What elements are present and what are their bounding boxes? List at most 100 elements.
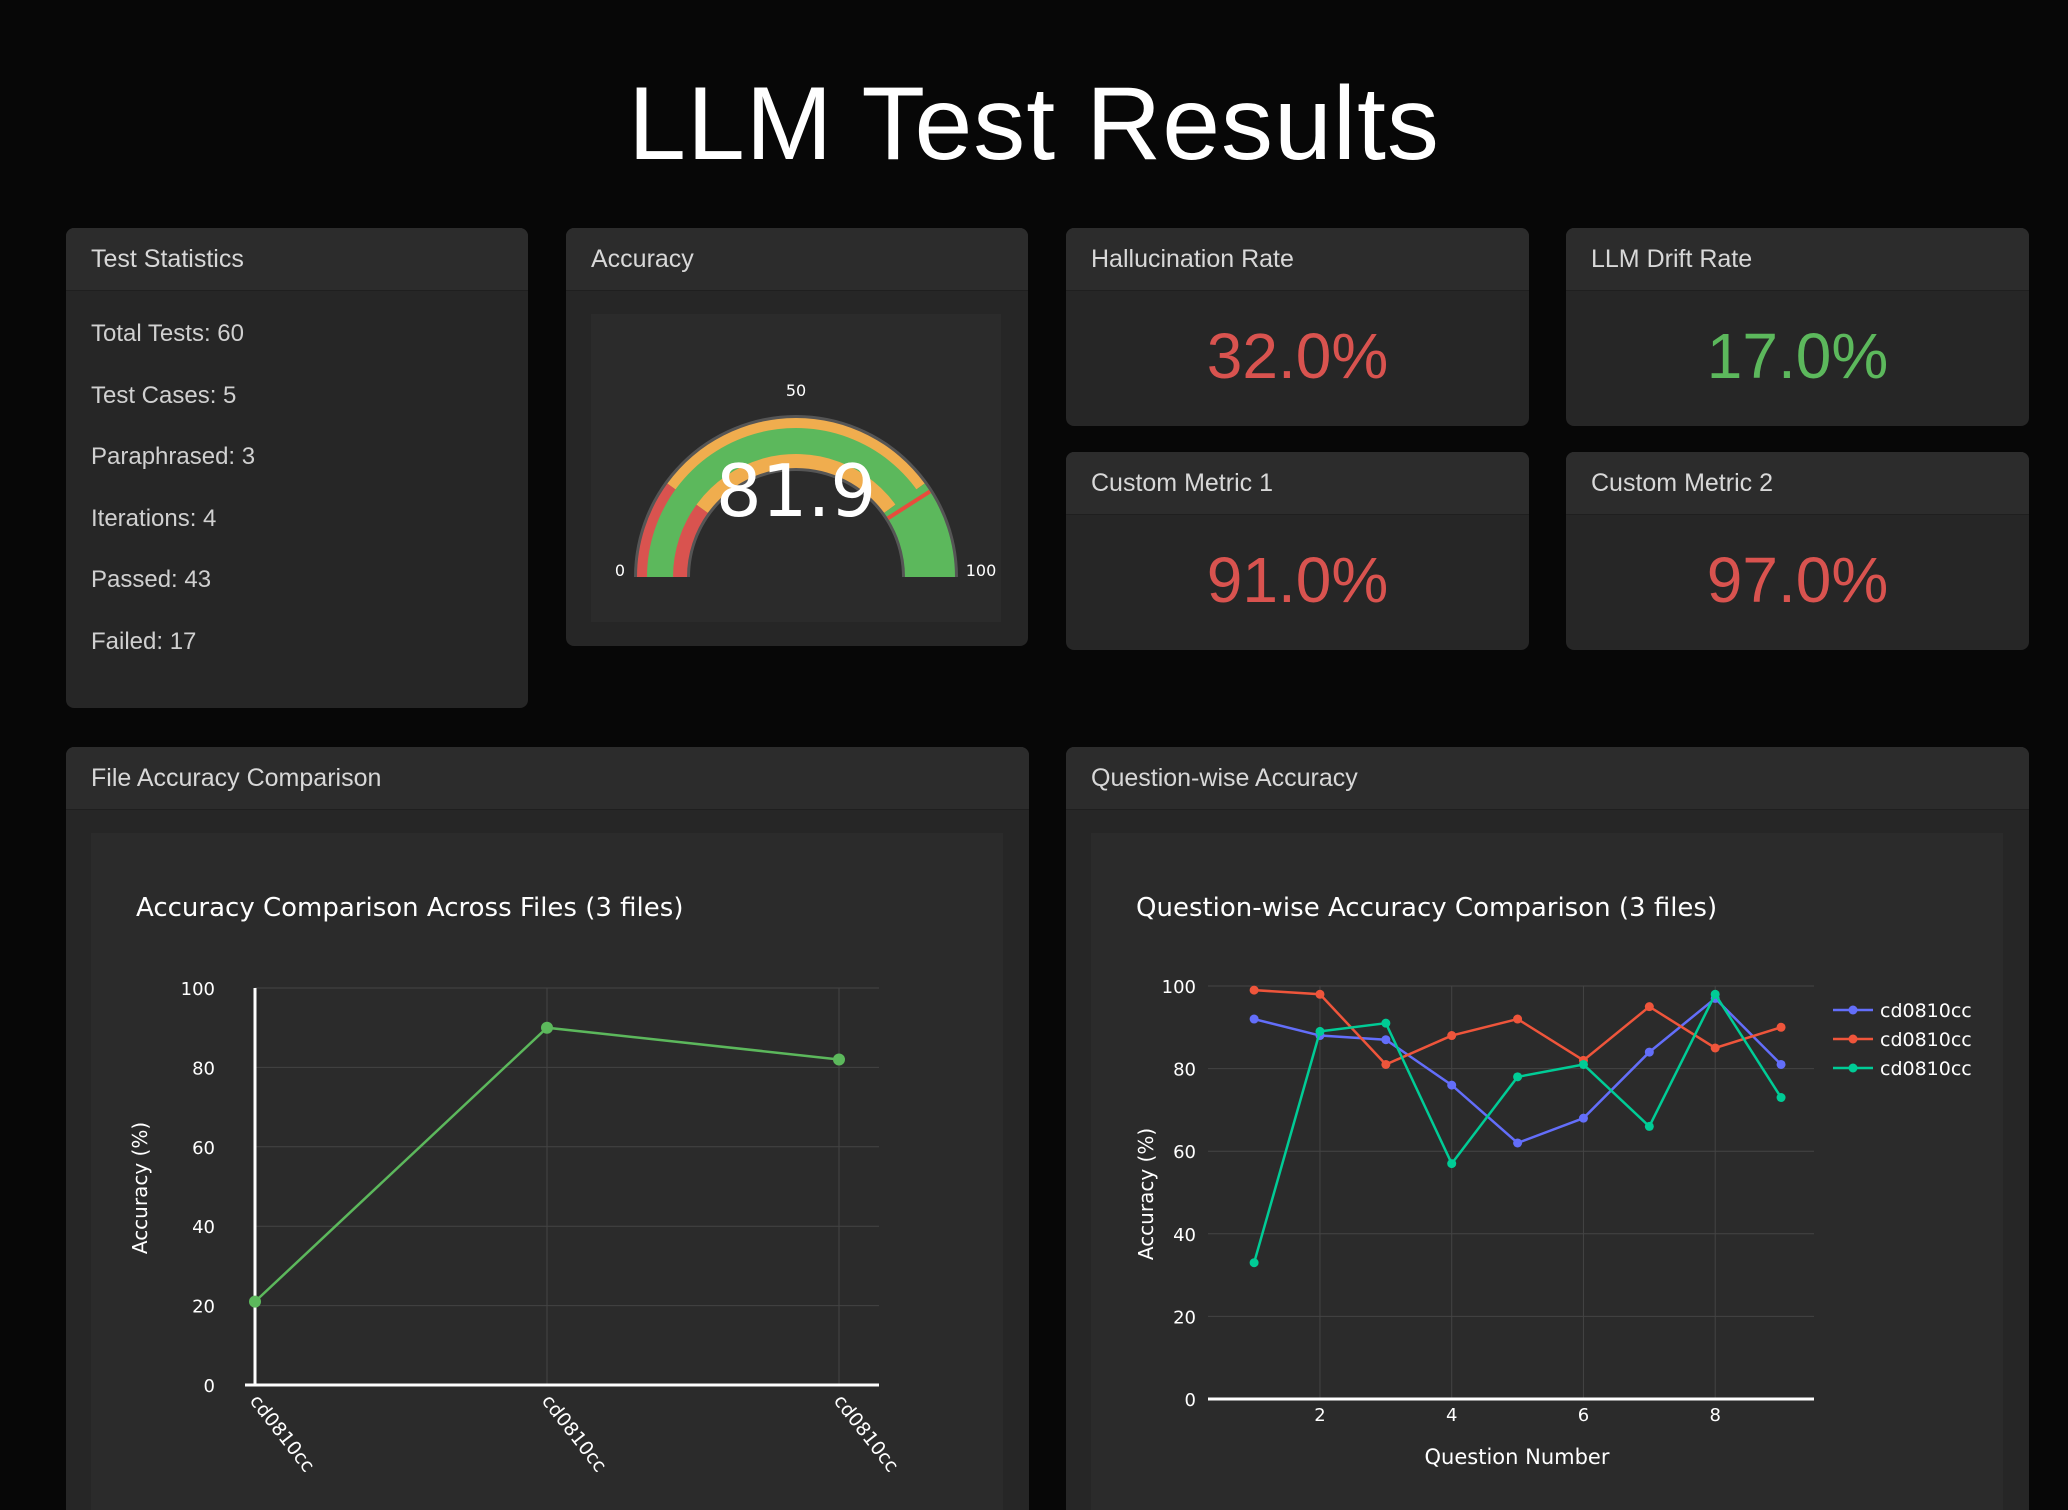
- gauge-threshold-marker: [886, 489, 932, 520]
- x-tick-label: 4: [1446, 1405, 1457, 1426]
- x-tick-label: cd0810cc: [245, 1391, 319, 1477]
- chart-title: Question-wise Accuracy Comparison (3 fil…: [1136, 893, 1717, 923]
- x-tick-label: 6: [1578, 1405, 1589, 1426]
- hallucination-rate-card: Hallucination Rate 32.0%: [1066, 228, 1529, 426]
- data-point: [833, 1053, 845, 1066]
- data-point: [1644, 1002, 1654, 1012]
- stat-iterations: Iterations: 4: [91, 504, 217, 532]
- question-accuracy-header: Question-wise Accuracy: [1066, 747, 2029, 810]
- gauge-value: 81.9: [716, 449, 876, 533]
- y-axis-label: Accuracy (%): [1134, 1128, 1158, 1260]
- data-point: [1381, 1059, 1391, 1069]
- legend-label: cd0810cc: [1880, 1058, 1972, 1080]
- series-line: [1252, 991, 1783, 1264]
- data-point: [1710, 1043, 1720, 1053]
- data-point: [1644, 1047, 1654, 1057]
- test-statistics-list: Total Tests: 60 Test Cases: 5 Paraphrase…: [66, 291, 528, 688]
- data-point: [1249, 1014, 1259, 1024]
- custom-metric-1-value: 91.0%: [1206, 544, 1389, 616]
- legend-swatch-marker: [1848, 1034, 1858, 1044]
- stat-failed: Failed: 17: [91, 627, 197, 655]
- y-tick-label: 60: [1173, 1142, 1196, 1163]
- data-point: [1447, 1080, 1457, 1090]
- stat-test-cases: Test Cases: 5: [91, 381, 237, 409]
- data-point: [1315, 1026, 1325, 1036]
- llm-drift-rate-header: LLM Drift Rate: [1566, 228, 2029, 291]
- data-point: [1513, 1014, 1523, 1024]
- gauge-mid-range: [667, 418, 925, 513]
- x-tick-label: cd0810cc: [537, 1391, 611, 1477]
- data-point: [1249, 985, 1259, 995]
- data-point: [1249, 1258, 1259, 1268]
- question-accuracy-chart: Question-wise Accuracy Comparison (3 fil…: [1134, 893, 1972, 1469]
- accuracy-gauge: 81.9 50 0 100: [615, 381, 997, 580]
- file-accuracy-card: File Accuracy Comparison Accuracy Compar…: [66, 747, 1029, 1510]
- hallucination-rate-value: 32.0%: [1206, 320, 1389, 392]
- data-point: [1447, 1159, 1457, 1169]
- custom-metric-1-header: Custom Metric 1: [1066, 452, 1529, 515]
- y-tick-label: 40: [1173, 1225, 1196, 1246]
- llm-drift-rate-value: 17.0%: [1706, 320, 1889, 392]
- y-tick-label: 0: [204, 1376, 215, 1397]
- data-point: [1776, 1093, 1786, 1103]
- file-accuracy-header: File Accuracy Comparison: [66, 747, 1029, 810]
- gauge-panel: 81.9 50 0 100: [591, 314, 1001, 622]
- gauge-min-label: 0: [615, 561, 625, 580]
- custom-metric-2-header: Custom Metric 2: [1566, 452, 2029, 515]
- question-accuracy-chart-panel: Question-wise Accuracy Comparison (3 fil…: [1091, 833, 2003, 1510]
- accuracy-header: Accuracy: [566, 228, 1028, 291]
- page-title: LLM Test Results: [628, 66, 1440, 182]
- legend-label: cd0810cc: [1880, 1000, 1972, 1022]
- stat-paraphrased: Paraphrased: 3: [91, 443, 256, 470]
- data-point: [1776, 1022, 1786, 1032]
- gauge-max-label: 100: [966, 561, 997, 580]
- x-tick-label: 2: [1314, 1405, 1325, 1426]
- legend-label: cd0810cc: [1880, 1029, 1972, 1051]
- stat-total-tests: Total Tests: 60: [91, 320, 244, 347]
- data-point: [1644, 1121, 1654, 1131]
- hallucination-rate-header: Hallucination Rate: [1066, 228, 1529, 291]
- y-tick-label: 0: [1185, 1390, 1196, 1411]
- x-tick-label: cd0810cc: [829, 1391, 903, 1477]
- file-accuracy-chart: Accuracy Comparison Across Files (3 file…: [128, 893, 903, 1477]
- y-tick-label: 40: [192, 1217, 215, 1238]
- y-axis-label: Accuracy (%): [128, 1122, 152, 1254]
- data-point: [1710, 989, 1720, 999]
- data-point: [249, 1295, 261, 1308]
- data-point: [1578, 1059, 1588, 1069]
- data-point: [1776, 1059, 1786, 1069]
- llm-drift-rate-card: LLM Drift Rate 17.0%: [1566, 228, 2029, 426]
- data-point: [1513, 1138, 1523, 1148]
- accuracy-card: Accuracy 81.9 50 0 100: [566, 228, 1028, 646]
- custom-metric-2-value: 97.0%: [1706, 544, 1889, 616]
- test-statistics-header: Test Statistics: [66, 228, 528, 291]
- x-tick-label: 8: [1709, 1405, 1720, 1426]
- custom-metric-2-card: Custom Metric 2 97.0%: [1566, 452, 2029, 650]
- stat-passed: Passed: 43: [91, 566, 212, 593]
- data-point: [1381, 1035, 1391, 1045]
- series-line: [1254, 988, 1782, 1066]
- legend-swatch-marker: [1848, 1005, 1858, 1015]
- data-point: [541, 1021, 553, 1034]
- y-tick-label: 100: [1162, 977, 1196, 998]
- chart-title: Accuracy Comparison Across Files (3 file…: [136, 893, 683, 923]
- y-tick-label: 20: [1173, 1307, 1196, 1328]
- gauge-value-bar: [647, 427, 922, 577]
- test-statistics-card: Test Statistics Total Tests: 60 Test Cas…: [66, 228, 528, 708]
- data-point: [1447, 1031, 1457, 1041]
- y-tick-label: 60: [192, 1138, 215, 1159]
- file-accuracy-chart-panel: Accuracy Comparison Across Files (3 file…: [91, 833, 1003, 1510]
- question-accuracy-card: Question-wise Accuracy Question-wise Acc…: [1066, 747, 2029, 1510]
- x-axis-label: Question Number: [1425, 1445, 1610, 1469]
- y-tick-label: 80: [192, 1058, 215, 1079]
- y-tick-label: 100: [181, 979, 215, 1000]
- y-tick-label: 80: [1173, 1060, 1196, 1081]
- custom-metric-1-card: Custom Metric 1 91.0%: [1066, 452, 1529, 650]
- legend-swatch-marker: [1848, 1063, 1858, 1073]
- gauge-mid-label: 50: [786, 381, 806, 400]
- y-tick-label: 20: [192, 1297, 215, 1318]
- data-point: [1513, 1072, 1523, 1082]
- data-point: [1381, 1018, 1391, 1028]
- data-point: [1315, 989, 1325, 999]
- data-point: [1578, 1113, 1588, 1123]
